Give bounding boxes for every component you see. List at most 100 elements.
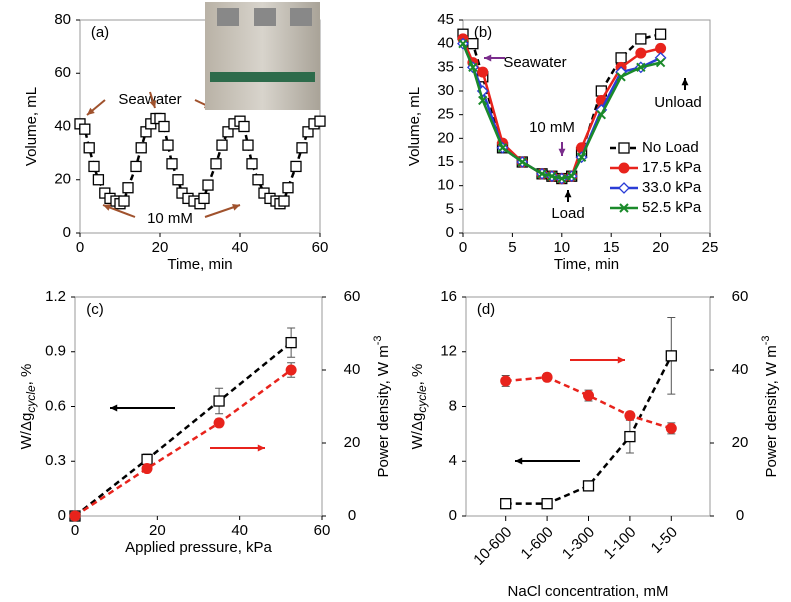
marker — [158, 120, 170, 133]
marker — [290, 160, 302, 173]
legend-label: 33.0 kPa — [642, 179, 702, 196]
marker — [635, 47, 647, 59]
y-tick-label: 80 — [54, 11, 71, 28]
plot-frame — [462, 19, 711, 234]
y-tick-label: 0.9 — [45, 343, 66, 360]
marker — [618, 162, 630, 174]
marker — [458, 38, 468, 49]
axis-label-part: Power density, W m — [375, 345, 392, 477]
marker — [282, 182, 294, 194]
photo-part — [290, 8, 312, 26]
marker — [246, 158, 258, 170]
y2-tick-label: 0 — [736, 507, 744, 524]
axis-label: Volume, mL — [406, 87, 423, 166]
plot-frame — [74, 296, 323, 517]
y-tick-label: 0 — [446, 224, 454, 241]
y2-tick-label: 20 — [732, 434, 749, 451]
y-tick-label: 0.3 — [45, 452, 66, 469]
y-tick-label: 40 — [437, 35, 454, 52]
marker — [566, 171, 577, 181]
series-line — [505, 355, 673, 505]
arrow-head — [87, 107, 95, 115]
arrow-head — [110, 404, 118, 412]
photo-part — [254, 8, 276, 26]
series-line — [74, 341, 292, 517]
marker — [616, 72, 626, 82]
photo-part — [217, 8, 239, 26]
x-tick-label: 20 — [149, 522, 166, 539]
marker — [162, 139, 174, 151]
legend-label: 17.5 kPa — [642, 159, 702, 176]
marker — [635, 33, 647, 45]
y-tick-label: 20 — [54, 171, 71, 188]
marker — [582, 480, 595, 492]
x-tick-label: 40 — [231, 522, 248, 539]
axis-label-part: , % — [409, 364, 426, 386]
y2-tick-label: 0 — [348, 507, 356, 524]
marker — [285, 364, 297, 376]
marker — [296, 142, 308, 154]
axis-label-part: cycle — [415, 385, 429, 413]
marker — [130, 160, 142, 173]
marker — [122, 182, 134, 194]
marker — [467, 38, 479, 50]
marker — [92, 174, 105, 186]
y-tick-label: 10 — [437, 177, 454, 194]
marker — [172, 174, 184, 186]
marker — [500, 375, 512, 387]
marker — [69, 510, 81, 522]
y-tick-label: 45 — [437, 11, 454, 28]
x-tick-label: 1-600 — [518, 524, 557, 563]
marker — [83, 142, 95, 154]
marker — [517, 157, 527, 167]
marker — [618, 142, 630, 154]
marker — [655, 42, 667, 54]
y-tick-label: 40 — [54, 117, 71, 134]
annotation: Seawater — [118, 91, 181, 108]
marker — [88, 160, 100, 173]
arrow-head — [558, 148, 566, 156]
marker — [665, 350, 677, 362]
marker — [213, 417, 225, 429]
marker — [141, 463, 153, 475]
y-tick-label: 5 — [446, 200, 454, 217]
legend-label: No Load — [642, 139, 699, 156]
x-tick-label: 20 — [152, 239, 169, 256]
panel-label: (d) — [477, 301, 495, 318]
marker — [615, 52, 627, 64]
y-tick-label: 20 — [437, 129, 454, 146]
y2-tick-label: 40 — [344, 361, 361, 378]
x-tick-label: 0 — [71, 522, 79, 539]
axis-label-part: Power density, W m — [763, 345, 780, 477]
annotation: Unload — [654, 94, 702, 111]
annotation: 10 mM — [147, 210, 193, 227]
marker — [252, 174, 264, 186]
marker — [596, 109, 607, 120]
axis-label: Time, min — [554, 256, 619, 273]
marker — [213, 395, 225, 407]
y-tick-label: 25 — [437, 106, 454, 123]
y-tick-label: 0 — [63, 224, 71, 241]
axis-label-part: W/Δg — [409, 413, 426, 450]
marker — [547, 171, 557, 181]
panel-label: (c) — [86, 301, 104, 318]
y2-tick-label: 40 — [732, 361, 749, 378]
axis-label: Power density, W m-3 — [760, 335, 780, 477]
marker — [166, 158, 178, 170]
axis-label: Applied pressure, kPa — [125, 539, 272, 556]
arrow-head — [515, 457, 523, 465]
marker — [655, 57, 666, 68]
panel-label: (a) — [91, 24, 109, 41]
x-tick-label: 1-100 — [600, 524, 639, 563]
marker — [537, 169, 547, 179]
axis-label-part: , % — [18, 364, 35, 386]
marker — [583, 390, 594, 402]
y-tick-label: 16 — [440, 288, 457, 305]
y-tick-label: 12 — [440, 343, 457, 360]
x-tick-label: 1-50 — [648, 524, 681, 557]
marker — [665, 422, 677, 434]
photo-inset — [205, 2, 320, 110]
axis-label: W/Δgcycle, % — [18, 364, 38, 450]
